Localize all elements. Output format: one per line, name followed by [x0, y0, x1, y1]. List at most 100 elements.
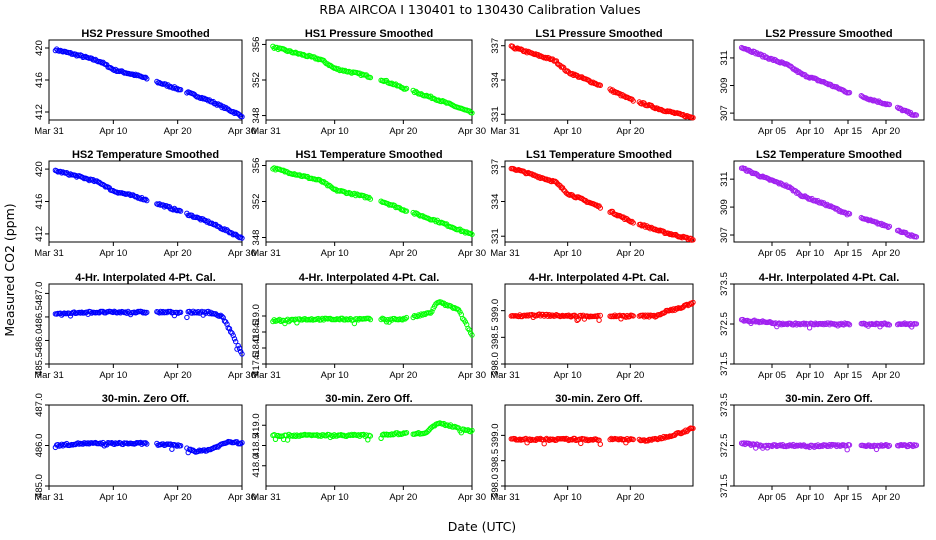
y-tick-label: 420 — [34, 161, 45, 177]
y-tick-label: 331 — [490, 228, 501, 244]
data-point — [802, 321, 808, 328]
x-tick-label: Apr 20 — [164, 248, 192, 259]
y-tick-label: 352 — [251, 72, 262, 88]
data-point — [419, 213, 426, 219]
y-tick-label: 307 — [719, 227, 730, 243]
data-point — [231, 336, 238, 342]
data-point — [221, 105, 228, 112]
data-point — [144, 441, 150, 447]
data-point — [552, 313, 558, 319]
data-point — [97, 440, 104, 446]
data-point — [116, 309, 123, 315]
y-tick-label: 416 — [34, 72, 45, 88]
data-point — [630, 313, 636, 319]
panel-title: 30-min. Zero Off. — [785, 393, 872, 405]
y-tick-label: 373.5 — [719, 393, 730, 417]
data-point — [679, 235, 685, 241]
series-points — [270, 299, 475, 338]
data-point — [913, 321, 920, 327]
data-point — [71, 309, 77, 315]
data-point — [469, 110, 475, 116]
data-point — [596, 317, 602, 323]
y-tick-label: 337 — [490, 159, 501, 175]
data-point — [367, 316, 374, 323]
y-tick-label: 487.0 — [34, 282, 45, 306]
data-point — [542, 54, 549, 61]
data-point — [184, 90, 190, 96]
x-tick-label: Apr 10 — [554, 492, 582, 503]
panel-title: 30-min. Zero Off. — [102, 393, 189, 405]
data-point — [195, 448, 201, 455]
data-point — [403, 314, 410, 321]
x-tick-label: Mar 31 — [490, 370, 520, 381]
data-point — [524, 50, 530, 56]
panel-7: LS1 Temperature Smoothed Mar 31 Apr 10 Apr … — [490, 149, 696, 259]
data-point — [810, 443, 816, 449]
x-tick-label: Apr 30 — [458, 248, 486, 259]
panel-4: LS2 Pressure Smoothed Apr 05 Apr 10 Apr 15 A… — [719, 28, 925, 137]
data-point — [142, 196, 149, 203]
panel-frame — [265, 404, 473, 487]
data-point — [234, 346, 240, 352]
data-point — [755, 442, 761, 448]
data-point — [884, 442, 890, 448]
x-tick-label: Apr 10 — [321, 126, 349, 137]
data-point — [170, 85, 176, 91]
panel-12: 4-Hr. Interpolated 4-Pt. Cal. Apr 05 Apr 1… — [719, 272, 925, 381]
panel-1: HS2 Pressure Smoothed Mar 31 Apr 10 Apr 20 A… — [34, 28, 256, 137]
data-point — [846, 322, 853, 328]
y-tick-label: 485.5 — [34, 352, 45, 376]
data-point — [52, 47, 59, 54]
data-point — [144, 197, 150, 204]
y-tick-label: 487.0 — [34, 393, 45, 417]
data-point — [636, 436, 642, 443]
series-points — [508, 425, 696, 447]
data-point — [670, 109, 677, 116]
y-tick-label: 419.0 — [251, 304, 262, 328]
x-tick-label: Apr 20 — [616, 370, 644, 381]
data-point — [110, 309, 116, 316]
data-point — [846, 89, 853, 96]
x-tick-label: Apr 20 — [389, 370, 417, 381]
x-tick-label: Apr 20 — [389, 248, 417, 259]
data-point — [196, 215, 203, 222]
data-point — [842, 320, 848, 326]
y-tick-label: 372.5 — [719, 312, 730, 336]
data-point — [775, 179, 781, 186]
panel-title: HS1 Temperature Smoothed — [295, 149, 442, 161]
panel-title: LS2 Temperature Smoothed — [756, 149, 902, 161]
x-tick-label: Apr 10 — [796, 248, 824, 259]
data-point — [351, 320, 358, 327]
y-tick-label: 399.0 — [490, 423, 501, 447]
data-point — [903, 107, 909, 114]
data-point — [818, 199, 825, 205]
panel-title: 4-Hr. Interpolated 4-Pt. Cal. — [529, 272, 670, 284]
data-point — [427, 310, 434, 316]
panel-15: 30-min. Zero Off. Mar 31 Apr 10 Apr 20 398.0… — [490, 393, 696, 503]
y-tick-label: 334 — [490, 72, 501, 88]
data-point — [906, 232, 913, 238]
y-tick-label: 307 — [719, 105, 730, 121]
x-tick-label: Apr 15 — [834, 248, 862, 259]
data-point — [785, 443, 792, 449]
data-point — [618, 93, 624, 99]
data-point — [198, 217, 204, 223]
y-tick-label: 485.0 — [34, 474, 45, 498]
data-point — [674, 306, 680, 312]
data-point — [885, 224, 891, 231]
y-tick-label: 348 — [251, 230, 262, 246]
data-point — [466, 327, 472, 333]
data-point — [220, 314, 226, 321]
data-point — [111, 441, 118, 447]
data-point — [618, 436, 624, 442]
data-point — [913, 234, 920, 240]
data-point — [884, 223, 890, 229]
y-tick-label: 416 — [34, 194, 45, 210]
y-tick-label: 337 — [490, 38, 501, 54]
x-tick-label: Apr 30 — [458, 492, 486, 503]
x-tick-label: Mar 31 — [251, 248, 281, 259]
panel-13: 30-min. Zero Off. Mar 31 Apr 10 Apr 20 Apr 3… — [34, 393, 256, 503]
y-tick-label: 486.5 — [34, 305, 45, 329]
data-point — [524, 440, 530, 446]
series-points — [270, 420, 475, 443]
